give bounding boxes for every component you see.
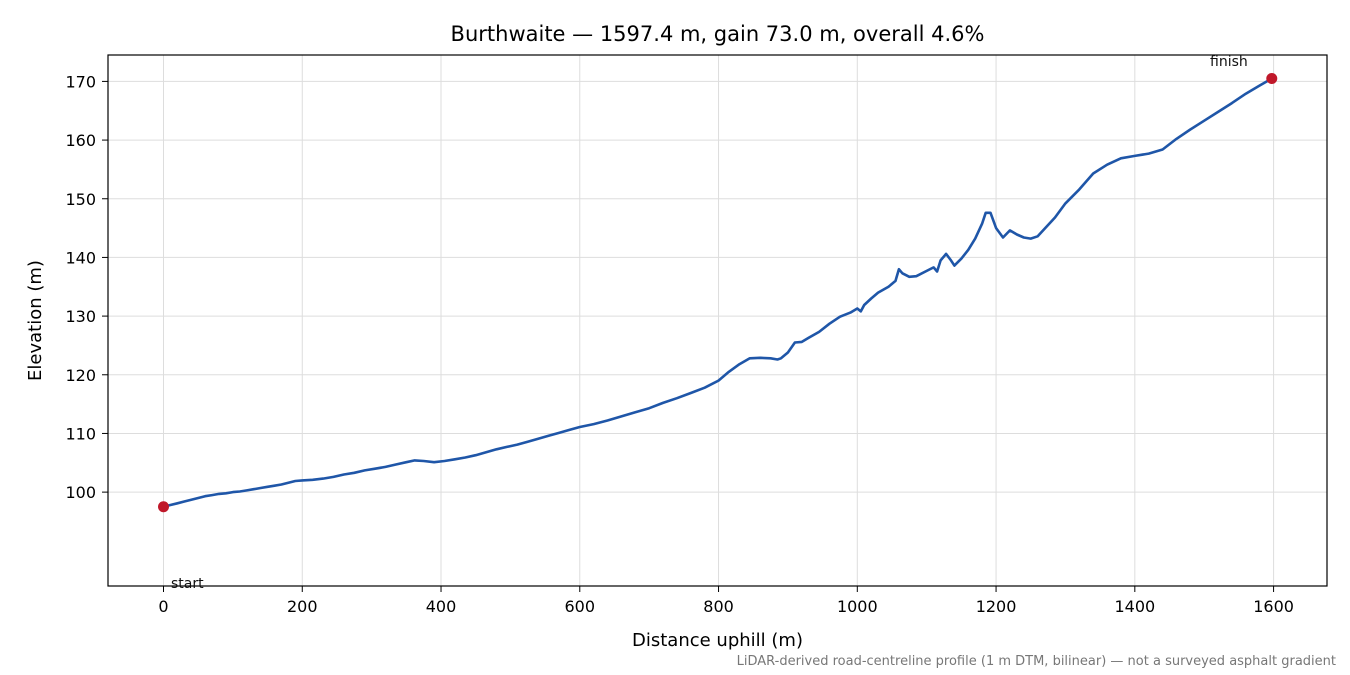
y-tick-label: 170: [65, 72, 96, 91]
start-marker: [158, 501, 170, 513]
y-tick-label: 130: [65, 307, 96, 326]
tick-layer: 0 200 400 600 800 1000 1200 1400 1600 100 110 120 13…: [65, 72, 1293, 616]
footnote: LiDAR-derived road-centreline profile (1…: [737, 654, 1336, 669]
x-tick-label: 1200: [976, 597, 1017, 616]
x-tick-label: 400: [426, 597, 457, 616]
y-tick-label: 160: [65, 131, 96, 150]
grid-layer: [108, 55, 1327, 586]
y-tick-label: 110: [65, 424, 96, 443]
y-axis-label: Elevation (m): [25, 260, 46, 381]
x-tick-label: 600: [565, 597, 596, 616]
chart-title: Burthwaite — 1597.4 m, gain 73.0 m, over…: [451, 22, 985, 46]
y-tick-label: 100: [65, 483, 96, 502]
x-tick-label: 200: [287, 597, 318, 616]
finish-marker: [1266, 72, 1278, 84]
x-tick-label: 1400: [1114, 597, 1155, 616]
elevation-line: [162, 77, 1274, 509]
x-tick-label: 800: [703, 597, 734, 616]
y-tick-label: 150: [65, 190, 96, 209]
line-layer: [162, 77, 1274, 509]
x-tick-label: 0: [158, 597, 168, 616]
y-tick-label: 140: [65, 248, 96, 267]
x-axis-label: Distance uphill (m): [632, 630, 803, 651]
marker-layer: [158, 72, 1278, 513]
x-tick-label: 1000: [837, 597, 878, 616]
start-annotation: start: [171, 576, 204, 592]
finish-annotation: finish: [1210, 54, 1248, 70]
x-tick-label: 1600: [1253, 597, 1294, 616]
plot-frame: [107, 54, 1328, 587]
y-tick-label: 120: [65, 366, 96, 385]
